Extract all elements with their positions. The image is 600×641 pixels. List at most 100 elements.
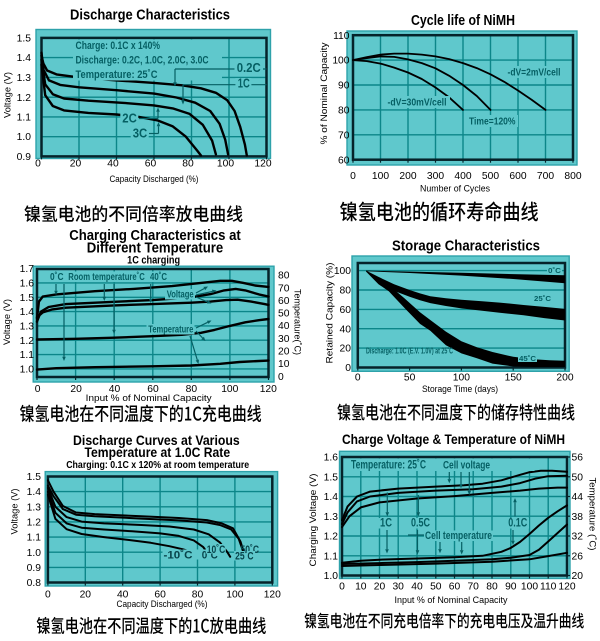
svg-text:Time=120%: Time=120%: [469, 116, 516, 128]
svg-text:Charge: 0.1C x 140%: Charge: 0.1C x 140%: [76, 40, 161, 52]
svg-text:120: 120: [264, 590, 281, 601]
svg-text:0.9: 0.9: [27, 563, 42, 574]
svg-text:60: 60: [145, 159, 157, 170]
svg-text:Discharge: 0.2C, 1.0C, 2.0C, 3: Discharge: 0.2C, 1.0C, 2.0C, 3.0C: [76, 55, 209, 67]
svg-text:20: 20: [80, 590, 92, 601]
svg-text:40˚C: 40˚C: [150, 271, 167, 283]
svg-text:70: 70: [278, 283, 290, 294]
svg-text:Temperature (˚C): Temperature (˚C): [588, 478, 598, 551]
svg-text:44: 44: [572, 492, 584, 503]
svg-text:1.5: 1.5: [20, 293, 35, 304]
svg-text:Cell voltage: Cell voltage: [443, 460, 490, 472]
svg-text:1.4: 1.4: [17, 53, 32, 64]
svg-text:100: 100: [332, 56, 349, 67]
svg-text:100: 100: [217, 159, 234, 170]
svg-text:300: 300: [427, 171, 444, 182]
svg-text:1.1: 1.1: [324, 551, 339, 562]
svg-text:30: 30: [392, 582, 404, 593]
svg-text:1.1: 1.1: [27, 533, 42, 544]
svg-text:100: 100: [334, 266, 351, 277]
svg-text:Storage Time (days): Storage Time (days): [422, 384, 498, 394]
svg-text:1.3: 1.3: [27, 502, 42, 513]
svg-text:0.9: 0.9: [17, 152, 32, 163]
svg-text:Discharge Curves at Various: Discharge Curves at Various: [73, 432, 240, 448]
svg-text:150: 150: [505, 373, 522, 384]
svg-text:120: 120: [260, 384, 277, 395]
svg-text:0˚C: 0˚C: [50, 271, 64, 283]
svg-text:80: 80: [340, 286, 352, 297]
svg-text:26: 26: [572, 551, 584, 562]
svg-text:25˚C: 25˚C: [534, 294, 552, 303]
svg-text:0.5C: 0.5C: [411, 518, 430, 530]
svg-text:60: 60: [278, 296, 290, 307]
svg-text:1C: 1C: [238, 77, 250, 91]
svg-text:1.3: 1.3: [17, 73, 32, 84]
svg-text:Charging Characteristics at: Charging Characteristics at: [69, 228, 241, 244]
svg-text:100: 100: [521, 582, 538, 593]
svg-text:1.1: 1.1: [20, 350, 35, 361]
svg-text:1.5: 1.5: [27, 472, 42, 483]
svg-text:1.7: 1.7: [20, 264, 35, 275]
svg-text:10: 10: [278, 359, 290, 370]
svg-text:0.8: 0.8: [27, 578, 42, 589]
svg-text:20: 20: [374, 582, 386, 593]
svg-text:Input % of Nominal Capacity: Input % of Nominal Capacity: [86, 393, 213, 403]
svg-text:45˚C: 45˚C: [519, 354, 537, 363]
svg-text:Charge Voltage & Temperature o: Charge Voltage & Temperature of NiMH: [342, 431, 565, 447]
svg-text:0.1C: 0.1C: [508, 518, 527, 530]
svg-text:40: 40: [109, 384, 121, 395]
svg-text:Charging Voltage (V): Charging Voltage (V): [308, 474, 318, 567]
svg-text:100: 100: [221, 384, 238, 395]
svg-text:20: 20: [70, 159, 82, 170]
svg-text:80: 80: [486, 582, 498, 593]
svg-text:60: 60: [154, 590, 166, 601]
svg-text:3C: 3C: [133, 127, 148, 141]
svg-text:60: 60: [338, 155, 350, 166]
svg-text:1.3: 1.3: [20, 322, 35, 333]
svg-text:50: 50: [572, 472, 584, 483]
svg-text:30: 30: [278, 334, 290, 345]
svg-text:Temperature: 25˚C: Temperature: 25˚C: [76, 69, 158, 81]
svg-text:Discharge: 1.0C (E.V. 1.0V) at: Discharge: 1.0C (E.V. 1.0V) at 25˚C: [366, 347, 453, 356]
svg-text:1.4: 1.4: [324, 492, 339, 503]
svg-text:1.6: 1.6: [20, 279, 35, 290]
svg-text:Different Temperature: Different Temperature: [87, 241, 224, 257]
svg-text:1C charging: 1C charging: [127, 255, 180, 267]
svg-text:0.2C: 0.2C: [237, 61, 261, 75]
svg-text:40: 40: [340, 324, 352, 335]
svg-text:50: 50: [278, 309, 290, 320]
svg-text:0˚C: 0˚C: [548, 266, 562, 275]
svg-text:1.5: 1.5: [17, 34, 32, 45]
svg-text:1.2: 1.2: [20, 336, 35, 347]
svg-text:0: 0: [278, 372, 284, 383]
svg-text:20: 20: [340, 344, 352, 355]
svg-text:100: 100: [372, 171, 389, 182]
svg-text:100: 100: [226, 590, 243, 601]
svg-text:0: 0: [35, 384, 41, 395]
svg-text:Room temperature˚C: Room temperature˚C: [68, 271, 145, 283]
svg-text:Temperature: Temperature: [148, 324, 193, 335]
svg-text:90: 90: [505, 582, 517, 593]
svg-text:60: 60: [340, 305, 352, 316]
svg-text:-10˚C: -10˚C: [164, 550, 193, 562]
svg-text:400: 400: [454, 171, 471, 182]
svg-text:40: 40: [278, 321, 290, 332]
svg-text:70: 70: [338, 130, 350, 141]
svg-text:1.0: 1.0: [27, 548, 42, 559]
svg-text:Input % of Nominal Capacity: Input % of Nominal Capacity: [395, 595, 508, 605]
svg-text:40: 40: [117, 590, 129, 601]
svg-text:1.0: 1.0: [20, 365, 35, 376]
svg-text:120: 120: [558, 582, 575, 593]
svg-text:1.2: 1.2: [17, 93, 32, 104]
svg-text:20: 20: [70, 384, 82, 395]
svg-text:1.4: 1.4: [20, 307, 35, 318]
svg-text:32: 32: [572, 532, 584, 543]
svg-text:80: 80: [278, 271, 290, 282]
svg-text:Capacity Discharged (%): Capacity Discharged (%): [117, 599, 208, 609]
svg-text:Cell temperature: Cell temperature: [425, 530, 492, 542]
svg-text:Temperature(˚C): Temperature(˚C): [293, 289, 303, 355]
svg-text:Retained Capacity (%): Retained Capacity (%): [325, 263, 335, 364]
svg-text:120: 120: [254, 159, 271, 170]
svg-text:-dV=2mV/cell: -dV=2mV/cell: [508, 67, 561, 79]
svg-text:Voltage (V): Voltage (V): [3, 72, 13, 118]
